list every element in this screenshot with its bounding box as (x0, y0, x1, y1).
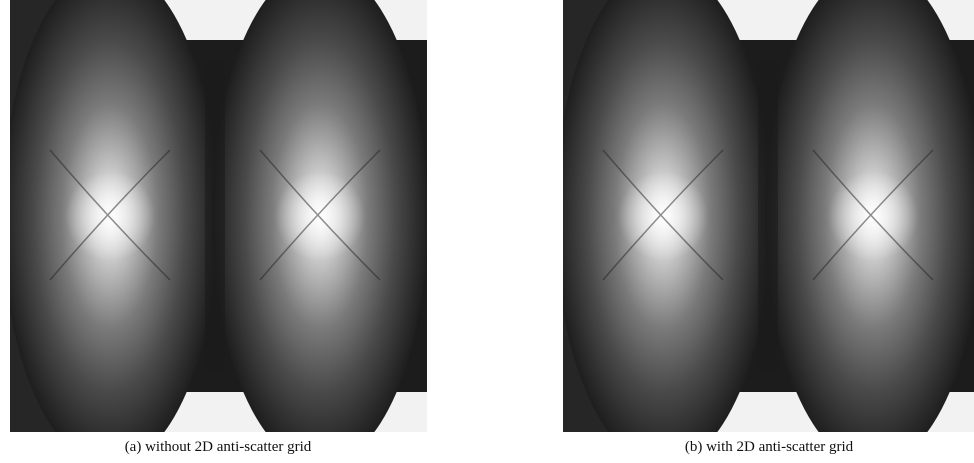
panel-image (0, 0, 440, 463)
caption: (a) without 2D anti-scatter grid (125, 439, 312, 455)
caption: (b) with 2D anti-scatter grid (685, 439, 854, 455)
figure: (a) without 2D anti-scatter grid (b) wit… (0, 0, 974, 463)
panel-image (448, 0, 974, 463)
